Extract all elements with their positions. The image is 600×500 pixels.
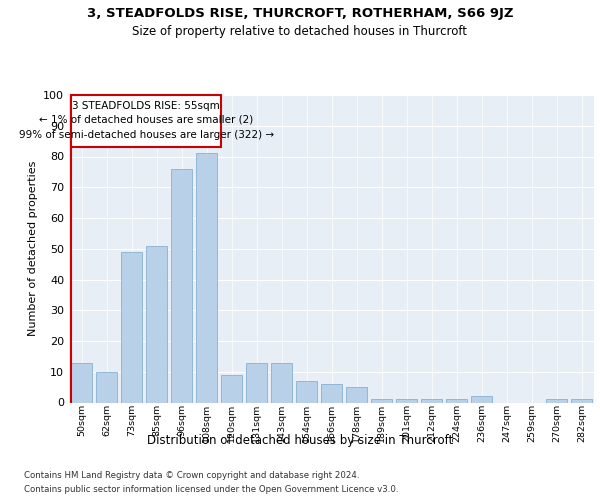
Bar <box>196 154 217 402</box>
Text: 3, STEADFOLDS RISE, THURCROFT, ROTHERHAM, S66 9JZ: 3, STEADFOLDS RISE, THURCROFT, ROTHERHAM… <box>87 8 513 20</box>
Bar <box>546 400 567 402</box>
Bar <box>71 362 92 403</box>
Bar <box>346 387 367 402</box>
Bar <box>121 252 142 402</box>
Bar <box>446 400 467 402</box>
Text: 3 STEADFOLDS RISE: 55sqm: 3 STEADFOLDS RISE: 55sqm <box>72 100 220 110</box>
Text: Contains HM Land Registry data © Crown copyright and database right 2024.: Contains HM Land Registry data © Crown c… <box>24 471 359 480</box>
Bar <box>421 400 442 402</box>
Bar <box>246 362 267 403</box>
Bar <box>171 169 192 402</box>
Text: Contains public sector information licensed under the Open Government Licence v3: Contains public sector information licen… <box>24 485 398 494</box>
Text: Size of property relative to detached houses in Thurcroft: Size of property relative to detached ho… <box>133 25 467 38</box>
Bar <box>396 400 417 402</box>
Bar <box>146 246 167 402</box>
Bar <box>96 372 117 402</box>
Bar <box>71 95 221 148</box>
Bar <box>371 400 392 402</box>
Bar <box>221 375 242 402</box>
Bar <box>296 381 317 402</box>
Text: Distribution of detached houses by size in Thurcroft: Distribution of detached houses by size … <box>147 434 453 447</box>
Text: ← 1% of detached houses are smaller (2): ← 1% of detached houses are smaller (2) <box>39 115 253 125</box>
Bar <box>471 396 492 402</box>
Y-axis label: Number of detached properties: Number of detached properties <box>28 161 38 336</box>
Bar <box>271 362 292 403</box>
Bar <box>321 384 342 402</box>
Bar <box>571 400 592 402</box>
Text: 99% of semi-detached houses are larger (322) →: 99% of semi-detached houses are larger (… <box>19 130 274 140</box>
